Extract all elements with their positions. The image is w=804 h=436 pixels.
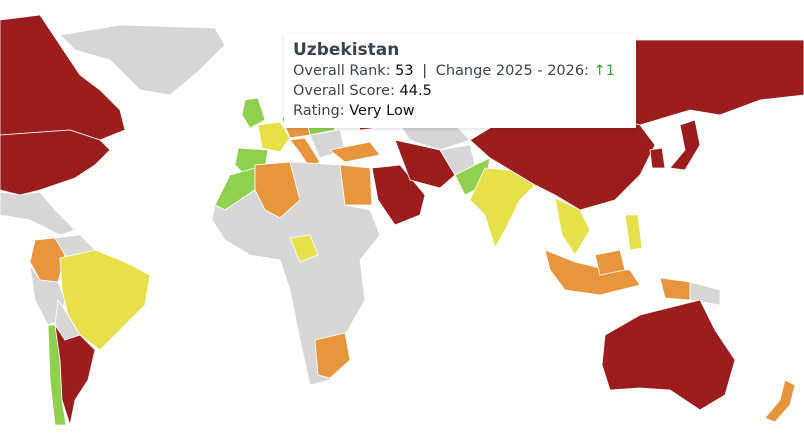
tooltip-rating-line: Rating: Very Low — [293, 101, 627, 121]
score-value: 44.5 — [399, 83, 432, 99]
rank-label: Overall Rank: — [293, 63, 391, 79]
country-iran[interactable] — [394, 139, 456, 189]
change-value: 1 — [605, 63, 615, 79]
country-mexico[interactable] — [0, 191, 76, 236]
country-australia[interactable] — [601, 299, 736, 411]
country-france[interactable] — [257, 121, 291, 153]
country-philippines[interactable] — [624, 214, 643, 251]
country-egypt[interactable] — [339, 164, 373, 206]
country-new-zealand[interactable] — [764, 379, 796, 423]
country-indonesia[interactable] — [544, 249, 641, 296]
country-papua[interactable] — [659, 277, 691, 301]
rating-label: Rating: — [293, 103, 345, 119]
country-greenland[interactable] — [59, 24, 226, 96]
country-turkey[interactable] — [329, 141, 381, 163]
country-brazil[interactable] — [59, 249, 151, 351]
rank-value: 53 — [395, 63, 414, 79]
change-label: Change 2025 - 2026: — [435, 63, 589, 79]
country-japan[interactable] — [669, 119, 701, 171]
score-label: Overall Score: — [293, 83, 395, 99]
country-usa[interactable] — [0, 129, 111, 196]
country-korea[interactable] — [649, 147, 666, 169]
rating-value: Very Low — [349, 103, 415, 119]
country-india[interactable] — [469, 167, 536, 250]
arrow-up-icon: ↑ — [593, 63, 606, 79]
country-argentina[interactable] — [54, 324, 96, 427]
tooltip-country-name: Uzbekistan — [293, 40, 400, 60]
separator: | — [422, 63, 428, 79]
tooltip-score-line: Overall Score: 44.5 — [293, 81, 627, 101]
country-uk[interactable] — [241, 97, 266, 129]
tooltip-rank-line: Overall Rank: 53 | Change 2025 - 2026: ↑… — [293, 61, 627, 81]
country-png[interactable] — [689, 281, 721, 306]
region-africa[interactable] — [211, 161, 381, 386]
country-tooltip: Uzbekistan Overall Rank: 53 | Change 202… — [284, 34, 636, 128]
country-nigeria[interactable] — [289, 234, 319, 263]
country-southeast-asia[interactable] — [554, 197, 591, 256]
country-borneo[interactable] — [594, 249, 626, 276]
country-south-africa[interactable] — [314, 332, 351, 379]
